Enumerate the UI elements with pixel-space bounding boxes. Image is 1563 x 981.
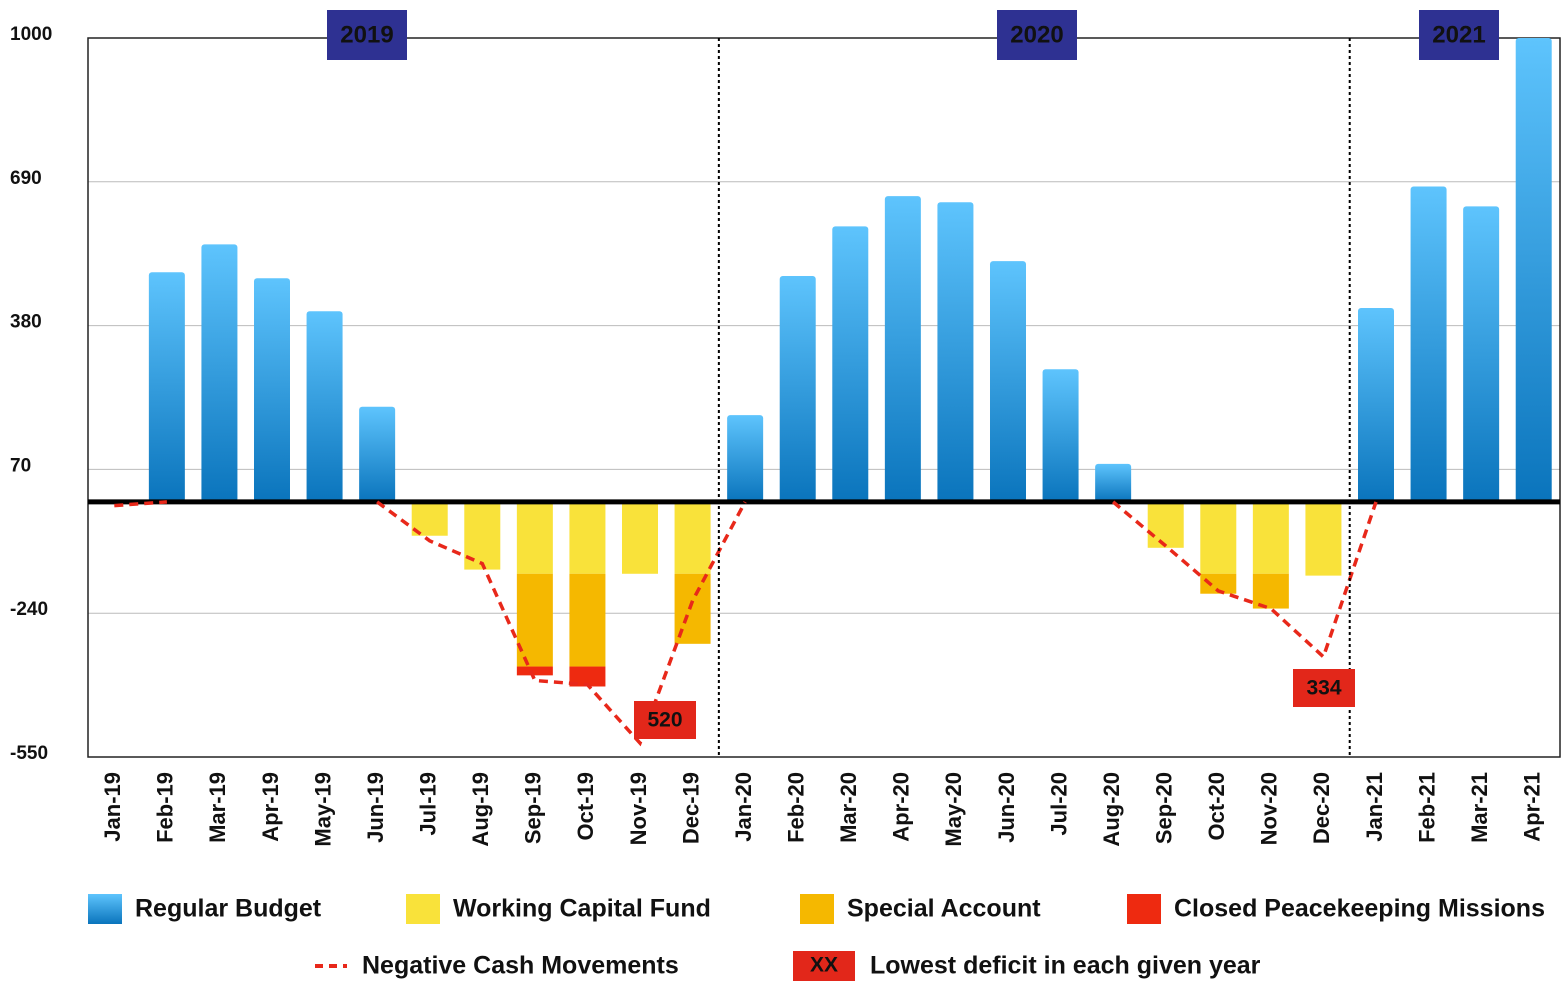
x-tick-label: Sep-19	[521, 772, 546, 844]
year-box	[327, 10, 407, 60]
annotation-box	[1293, 669, 1355, 707]
legend-swatch	[793, 951, 855, 981]
bar	[516, 573, 553, 667]
y-tick-label: 690	[10, 168, 42, 189]
bar	[1252, 573, 1289, 609]
x-tick-label: Jun-20	[994, 772, 1019, 843]
bar	[254, 278, 290, 502]
legend-label: Working Capital Fund	[453, 895, 711, 923]
x-tick-label: Apr-20	[889, 772, 914, 842]
bar	[674, 501, 711, 574]
x-tick-label: Feb-21	[1414, 772, 1439, 843]
bar	[884, 196, 921, 502]
bar	[1463, 206, 1500, 502]
annotation: 520	[647, 709, 682, 732]
bar	[622, 501, 658, 574]
x-tick-label: Nov-19	[626, 772, 651, 845]
bar	[727, 415, 764, 502]
x-tick-label: Jul-19	[416, 772, 441, 836]
y-tick-label: 1000	[10, 24, 52, 45]
x-tick-label: Mar-19	[205, 772, 230, 843]
bar	[1200, 573, 1237, 594]
bar	[1305, 501, 1342, 576]
year-box	[997, 10, 1077, 60]
annotation-box	[634, 701, 696, 739]
x-tick-label: Dec-20	[1309, 772, 1334, 844]
bar	[1147, 501, 1184, 548]
bar	[306, 311, 343, 502]
plot-frame	[87, 37, 1561, 758]
bar	[569, 501, 606, 574]
x-tick-label: May-20	[941, 772, 966, 847]
legend-label: Regular Budget	[135, 895, 322, 923]
bar	[1042, 369, 1079, 502]
legend-swatch	[1127, 894, 1161, 924]
legend-label: Negative Cash Movements	[362, 952, 679, 980]
bar	[779, 275, 816, 502]
x-tick-label: Oct-19	[573, 772, 598, 840]
year-box	[1419, 10, 1499, 60]
bar	[832, 226, 869, 502]
bar	[148, 272, 185, 502]
bar	[1095, 463, 1132, 502]
x-tick-label: Feb-19	[153, 772, 178, 843]
x-tick-label: Jun-19	[363, 772, 388, 843]
x-tick-label: Apr-19	[258, 772, 283, 842]
x-tick-label: Feb-20	[784, 772, 809, 843]
bar	[516, 501, 553, 574]
legend-swatch	[800, 894, 834, 924]
year-label: 2020	[1010, 21, 1063, 48]
bar	[937, 202, 974, 502]
bar	[990, 261, 1026, 502]
x-tick-label: Dec-19	[678, 772, 703, 844]
legend-label: Closed Peacekeeping Missions	[1174, 895, 1545, 923]
annotation: 334	[1306, 677, 1341, 700]
bar	[569, 666, 606, 687]
x-tick-label: Mar-20	[836, 772, 861, 843]
year-label: 2019	[340, 21, 393, 48]
x-tick-label: Mar-21	[1467, 772, 1492, 843]
bar	[1515, 38, 1552, 502]
bar	[201, 244, 238, 502]
legend-swatch	[88, 894, 122, 924]
legend-label: Special Account	[847, 895, 1041, 923]
bar	[569, 573, 606, 667]
bar	[1200, 501, 1237, 574]
legend-symbol: XX	[810, 954, 838, 977]
line-series	[114, 500, 1378, 747]
bar	[359, 406, 396, 502]
y-tick-label: 380	[10, 312, 42, 333]
legend-swatch	[406, 894, 440, 924]
x-tick-label: Oct-20	[1204, 772, 1229, 840]
y-tick-label: -240	[10, 599, 48, 620]
year-label: 2021	[1432, 21, 1485, 48]
x-tick-label: Jan-20	[731, 772, 756, 842]
legend-label: Lowest deficit in each given year	[870, 952, 1261, 980]
x-tick-label: Jul-20	[1046, 772, 1071, 836]
x-tick-label: Aug-19	[468, 772, 493, 847]
x-tick-label: Nov-20	[1257, 772, 1282, 845]
x-tick-label: Jan-19	[100, 772, 125, 842]
bar	[516, 666, 553, 676]
x-tick-label: Jan-21	[1362, 772, 1387, 842]
bar	[1358, 307, 1394, 502]
x-tick-label: Aug-20	[1099, 772, 1124, 847]
x-tick-label: Apr-21	[1520, 772, 1545, 842]
bar	[1252, 501, 1289, 574]
x-tick-label: May-19	[310, 772, 335, 847]
x-tick-label: Sep-20	[1152, 772, 1177, 844]
y-tick-label: 70	[10, 455, 31, 476]
y-tick-label: -550	[10, 743, 48, 764]
bar	[1410, 186, 1447, 502]
